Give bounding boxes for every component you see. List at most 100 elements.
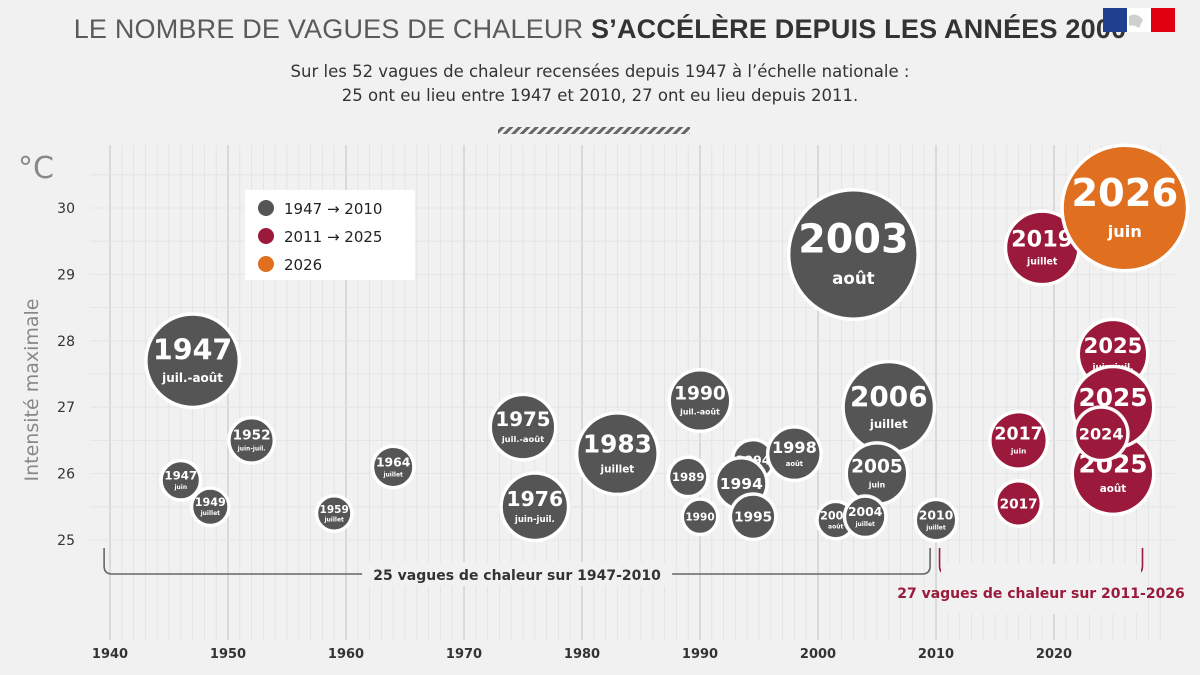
bubble-month-label: août — [828, 523, 843, 530]
bubble-1947: 1947 juil.-août — [144, 312, 242, 410]
bubble-year-label: 2017 — [994, 425, 1042, 445]
bubble-year-label: 2019 — [1011, 227, 1073, 253]
bubble-month-label: août — [832, 269, 875, 288]
bubble-year-label: 1947 — [153, 333, 232, 366]
bubble-year-label: 1952 — [233, 428, 271, 444]
y-tick-label: 27 — [57, 400, 75, 416]
legend-marker — [258, 256, 274, 272]
bubble-circle — [788, 189, 919, 320]
bubble-month-label: juillet — [323, 516, 344, 523]
bubble-circle — [682, 498, 718, 535]
bubble-2024: 2024 — [1072, 405, 1130, 463]
bubble-month-label: juillet — [382, 471, 403, 478]
bubble-circle — [915, 499, 957, 542]
bubble-2019: 2019 juillet — [1003, 209, 1081, 287]
bubble-month-label: juillet — [925, 524, 946, 531]
bubble-year-label: 2005 — [851, 457, 903, 478]
bubble-month-label: juin-juil. — [237, 446, 266, 453]
x-tick-label: 2010 — [918, 647, 954, 662]
y-unit-label: °C — [18, 151, 54, 186]
bubble-year-label: 2025 — [1084, 333, 1143, 358]
legend-label: 2011 → 2025 — [284, 228, 382, 246]
bubble-1952: 1952 juin-juil. — [227, 415, 277, 465]
legend-marker — [258, 200, 274, 216]
bubble-circle — [145, 313, 240, 408]
bubble-2026: 2026 juin — [1060, 143, 1190, 273]
x-tick-label: 1970 — [446, 647, 482, 662]
bubble-1989: 1989 — [666, 455, 710, 499]
bubble-year-label: 1949 — [195, 496, 226, 509]
bubble-year-label: 2010 — [919, 507, 954, 522]
bubble-month-label: juillet — [200, 510, 221, 517]
bubble-year-label: 1995 — [734, 510, 772, 526]
republique-logo-icon — [1103, 8, 1175, 32]
bubble-month-label: juillet — [1026, 257, 1058, 268]
bubble-month-label: juillet — [600, 463, 635, 475]
bubble-month-label: août — [786, 460, 804, 468]
y-tick-label: 26 — [57, 467, 75, 483]
bubble-circle — [500, 472, 569, 541]
bubble-2004: 2004 juillet — [842, 494, 888, 540]
subtitle-line-2: 25 ont eu lieu entre 1947 et 2010, 27 on… — [341, 86, 859, 105]
bubble-1998: 1998 août — [765, 425, 823, 483]
bubble-month-label: juin — [1010, 446, 1026, 455]
bubble-circle — [228, 417, 275, 464]
bubble-year-label: 1989 — [672, 470, 705, 484]
bubble-year-label: 2026 — [1071, 171, 1178, 216]
title-bold: s’accélère depuis les années 2000 — [591, 14, 1127, 44]
bubble-year-label: 1959 — [320, 504, 349, 516]
bracket-label-bg — [941, 564, 1142, 614]
bubble-year-label: 1998 — [772, 438, 817, 457]
bubble-month-label: août — [1100, 483, 1127, 495]
bubble-year-label: 1994 — [720, 475, 763, 493]
x-tick-label: 1940 — [92, 647, 128, 662]
bubble-circle — [316, 495, 353, 532]
bubble-1990: 1990 juil.-août — [667, 368, 733, 434]
x-tick-label: 1950 — [210, 647, 246, 662]
bubble-1975: 1975 juil.-août — [488, 392, 558, 462]
bracket-label-bg — [362, 562, 673, 586]
legend-label: 2026 — [284, 256, 322, 274]
bracket-label-1947-2010: 25 vagues de chaleur sur 1947-2010 — [373, 568, 661, 584]
bubble-2003: 2003 août — [786, 187, 920, 321]
x-tick-label: 2000 — [800, 647, 836, 662]
y-tick-label: 29 — [57, 267, 75, 283]
y-tick-label: 25 — [57, 533, 75, 549]
bubble-year-label: 2017 — [1000, 496, 1038, 512]
bubble-year-label: 2004 — [848, 504, 883, 519]
bubble-circle — [160, 460, 201, 501]
x-tick-label: 1990 — [682, 647, 718, 662]
bubble-year-label: 1976 — [506, 487, 563, 511]
y-axis-label: Intensité maximale — [21, 299, 43, 482]
bubble-month-label: juillet — [854, 521, 875, 528]
bubble-year-label: 1990 — [674, 384, 726, 405]
bubble-circle — [1074, 406, 1129, 461]
bubble-year-label: 1964 — [376, 454, 411, 469]
bubble-1964: 1964 juillet — [370, 444, 416, 490]
bubble-circle — [490, 394, 556, 461]
bubble-month-label: juil.-août — [161, 371, 223, 385]
bubble-circle — [730, 493, 777, 540]
bubble-circle — [191, 487, 230, 526]
bubble-1990: 1990 — [680, 497, 720, 537]
bubble-circle — [989, 411, 1048, 470]
bubble-year-label: 2006 — [850, 380, 928, 413]
bubble-2006: 2006 juillet — [841, 359, 937, 455]
bubble-year-label: 1990 — [685, 511, 714, 523]
bubble-1976: 1976 juin-juil. — [499, 471, 571, 543]
bubble-year-label: 2025 — [1078, 383, 1147, 412]
bubble-circle — [668, 456, 709, 497]
bubble-month-label: juin-juil. — [514, 515, 555, 525]
bubble-circle — [844, 495, 887, 538]
y-tick-label: 30 — [57, 201, 75, 217]
bubble-1983: 1983 juillet — [574, 411, 660, 497]
y-tick-label: 28 — [57, 334, 75, 350]
bubble-month-label: juin — [1107, 222, 1142, 241]
x-tick-label: 1960 — [328, 647, 364, 662]
bubble-month-label: juil.-août — [679, 408, 720, 417]
